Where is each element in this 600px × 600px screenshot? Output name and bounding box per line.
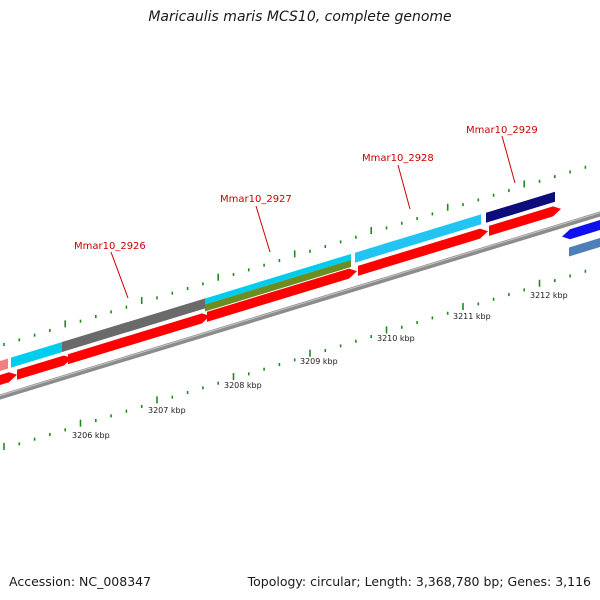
callout-line xyxy=(110,251,129,299)
gene-feature xyxy=(62,298,206,353)
gene-label: Mmar10_2929 xyxy=(466,125,538,136)
gene-features xyxy=(0,191,600,385)
gene-feature xyxy=(0,358,8,371)
cds-feature xyxy=(489,206,561,236)
gene-label: Mmar10_2926 xyxy=(74,241,146,252)
genome-backbone xyxy=(0,211,600,400)
position-label: 3206 kbp xyxy=(72,431,110,440)
callout-line xyxy=(397,164,411,210)
genome-backbone-highlight xyxy=(0,212,600,397)
gene-feature xyxy=(486,191,555,223)
gene-callouts xyxy=(110,135,516,299)
gene-feature xyxy=(205,253,351,305)
map-title: Maricaulis maris MCS10, complete genome xyxy=(148,9,452,25)
cds-feature xyxy=(207,268,357,322)
position-label: 3211 kbp xyxy=(453,312,491,321)
position-label: 3208 kbp xyxy=(224,381,262,390)
cds-feature xyxy=(17,355,72,380)
position-label: 3209 kbp xyxy=(300,357,338,366)
inner-tick-ring xyxy=(3,269,587,450)
cds-feature xyxy=(0,372,17,385)
position-label: 3207 kbp xyxy=(148,406,186,415)
outer-tick-ring xyxy=(3,165,587,346)
gene-feature xyxy=(355,214,481,263)
gene-feature xyxy=(569,238,600,257)
accession-text: Accession: NC_008347 xyxy=(9,574,152,589)
genome-summary-text: Topology: circular; Length: 3,368,780 bp… xyxy=(247,574,591,589)
position-label: 3212 kbp xyxy=(530,291,568,300)
callout-line xyxy=(501,135,516,184)
gene-feature xyxy=(11,341,64,368)
gene-feature xyxy=(562,220,600,240)
cds-feature xyxy=(358,228,488,276)
cds-feature xyxy=(68,313,210,365)
gene-label: Mmar10_2927 xyxy=(220,194,292,205)
gene-feature xyxy=(205,259,351,312)
gene-label: Mmar10_2928 xyxy=(362,153,434,164)
callout-line xyxy=(255,205,271,253)
position-label: 3210 kbp xyxy=(377,334,415,343)
